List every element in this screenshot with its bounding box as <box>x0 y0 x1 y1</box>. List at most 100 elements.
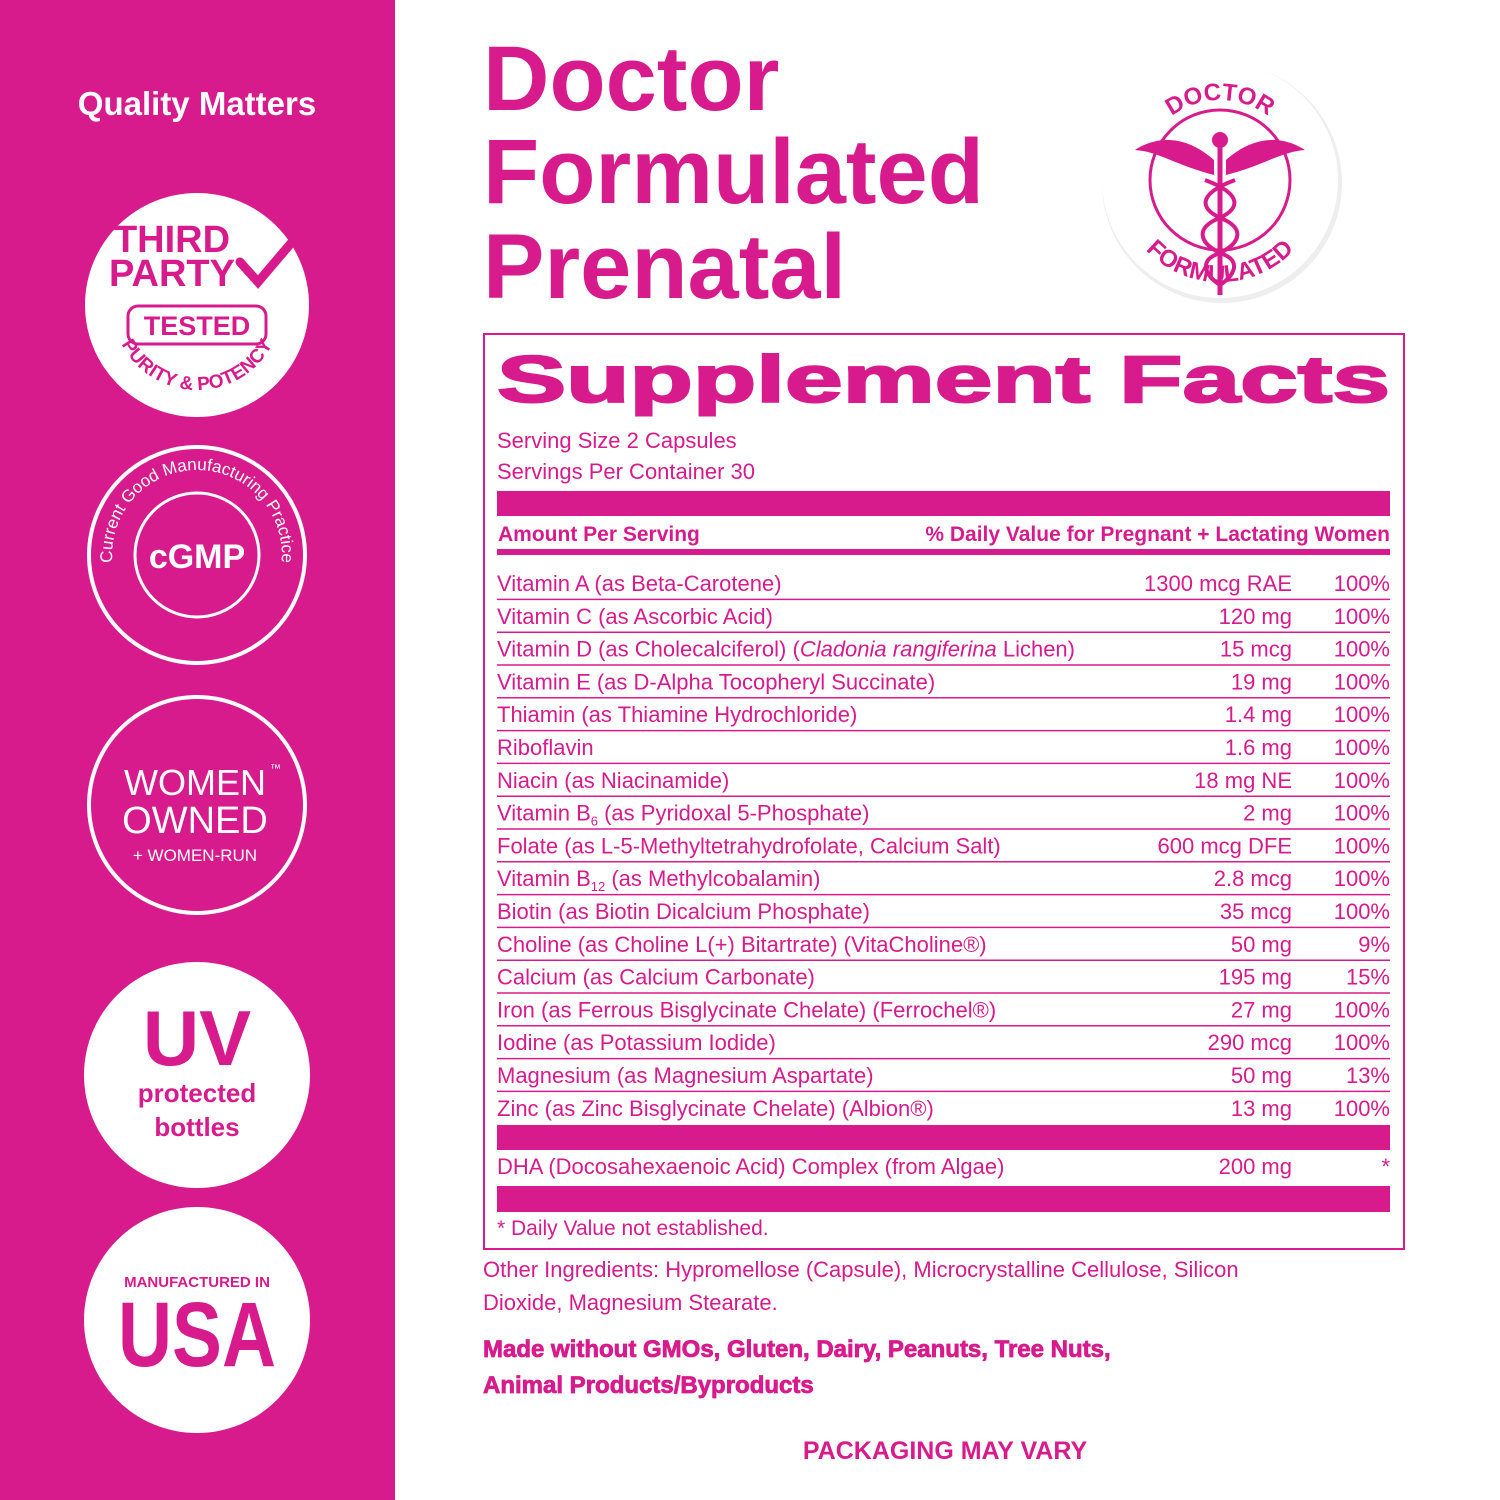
name-part: Thiamin (as Thiamine Hydrochloride) <box>497 702 857 727</box>
usa-badge: MANUFACTURED IN USA <box>84 1207 310 1433</box>
badge-text: + WOMEN-RUN <box>133 846 257 865</box>
name-part: Niacin (as Niacinamide) <box>497 768 729 793</box>
facts-title: Supplement Facts <box>497 342 1390 416</box>
column-header: Amount Per Serving <box>498 523 700 546</box>
ingredient-name: Vitamin B6 (as Pyridoxal 5-Phosphate) <box>497 801 869 829</box>
product-title: Doctor <box>483 28 779 130</box>
name-part: Riboflavin <box>497 735 594 760</box>
name-part: Cladonia rangiferina <box>800 637 997 662</box>
name-part: Folate (as L-5-Methyltetrahydrofolate, C… <box>497 833 1001 858</box>
name-part: Iron (as Ferrous Bisglycinate Chelate) (… <box>497 997 996 1022</box>
badge-text: cGMP <box>149 538 245 576</box>
amount: 120 mg <box>1219 604 1292 629</box>
women-owned-badge: WOMEN ™ OWNED + WOMEN-RUN <box>87 695 307 915</box>
daily-value: 100% <box>1334 866 1390 891</box>
badge-text: TESTED <box>144 311 251 341</box>
made-without: Animal Products/Byproducts <box>483 1372 814 1399</box>
amount: 290 mcg <box>1208 1030 1292 1055</box>
serving-size: Serving Size 2 Capsules <box>497 428 737 453</box>
ingredient-name: Biotin (as Biotin Dicalcium Phosphate) <box>497 899 870 924</box>
other-ingredients: Other Ingredients: Hypromellose (Capsule… <box>483 1257 1239 1282</box>
servings-per-container: Servings Per Container 30 <box>497 459 755 484</box>
divider-bar <box>497 1125 1390 1150</box>
uv-badge: UV protected bottles <box>84 962 310 1188</box>
divider-bar <box>497 549 1390 555</box>
name-part: Vitamin A (as Beta-Carotene) <box>497 571 782 596</box>
amount: 1.4 mg <box>1225 702 1292 727</box>
daily-value: 13% <box>1346 1063 1390 1088</box>
daily-value: 100% <box>1334 669 1390 694</box>
badge-text: USA <box>118 1284 276 1386</box>
name-part: Lichen) <box>997 637 1075 662</box>
daily-value: 100% <box>1334 571 1390 596</box>
amount: 2.8 mcg <box>1214 866 1292 891</box>
badge-text: MANUFACTURED IN <box>124 1274 270 1291</box>
amount: 18 mg NE <box>1194 768 1292 793</box>
daily-value: 100% <box>1334 833 1390 858</box>
daily-value: * <box>1381 1154 1390 1179</box>
doctor-seal: DOCTOR FORMULATED <box>1102 62 1342 303</box>
divider-bar <box>497 491 1390 516</box>
name-part: (as Pyridoxal 5-Phosphate) <box>598 801 869 826</box>
badge-text: bottles <box>154 1112 239 1142</box>
daily-value: 9% <box>1358 932 1390 957</box>
ingredient-name: Vitamin D (as Cholecalciferol) (Cladonia… <box>497 637 1075 662</box>
daily-value: 100% <box>1334 702 1390 727</box>
name-part: 12 <box>591 879 605 894</box>
daily-value: 15% <box>1346 965 1390 990</box>
name-part: Iodine (as Potassium Iodide) <box>497 1030 776 1055</box>
product-title: Prenatal <box>483 216 846 318</box>
badge-text: WOMEN <box>124 762 266 803</box>
name-part: Vitamin D (as Cholecalciferol) ( <box>497 637 800 662</box>
amount: 200 mg <box>1219 1154 1292 1179</box>
product-title: Formulated <box>483 121 984 223</box>
name-part: 6 <box>591 814 598 829</box>
daily-value: 100% <box>1334 1030 1390 1055</box>
daily-value: 100% <box>1334 735 1390 760</box>
amount: 195 mg <box>1219 965 1292 990</box>
daily-value: 100% <box>1334 604 1390 629</box>
amount: 1300 mcg RAE <box>1144 571 1292 596</box>
badge-text: PARTY <box>109 253 235 295</box>
badge-text: THIRD <box>114 219 230 261</box>
amount: 27 mg <box>1231 997 1292 1022</box>
name-part: (as Methylcobalamin) <box>605 866 820 891</box>
ingredient-name: DHA (Docosahexaenoic Acid) Complex (from… <box>497 1154 1004 1179</box>
daily-value: 100% <box>1334 637 1390 662</box>
name-part: Choline (as Choline L(+) Bitartrate) (Vi… <box>497 932 987 957</box>
amount: 1.6 mg <box>1225 735 1292 760</box>
ingredient-name: Iodine (as Potassium Iodide) <box>497 1030 776 1055</box>
name-part: Biotin (as Biotin Dicalcium Phosphate) <box>497 899 870 924</box>
ingredient-name: Choline (as Choline L(+) Bitartrate) (Vi… <box>497 932 987 957</box>
amount: 13 mg <box>1231 1096 1292 1121</box>
ingredient-name: Zinc (as Zinc Bisglycinate Chelate) (Alb… <box>497 1096 934 1121</box>
name-part: Calcium (as Calcium Carbonate) <box>497 965 815 990</box>
daily-value: 100% <box>1334 801 1390 826</box>
ingredient-name: Magnesium (as Magnesium Aspartate) <box>497 1063 874 1088</box>
badge-text: UV <box>143 994 251 1082</box>
ingredient-name: Riboflavin <box>497 735 594 760</box>
ingredient-name: Vitamin C (as Ascorbic Acid) <box>497 604 773 629</box>
name-part: DHA (Docosahexaenoic Acid) Complex (from… <box>497 1154 1004 1179</box>
amount: 600 mcg DFE <box>1158 833 1293 858</box>
ingredient-name: Niacin (as Niacinamide) <box>497 768 729 793</box>
footnote: * Daily Value not established. <box>497 1217 769 1240</box>
ingredient-name: Folate (as L-5-Methyltetrahydrofolate, C… <box>497 833 1001 858</box>
name-part: Vitamin C (as Ascorbic Acid) <box>497 604 773 629</box>
name-part: Vitamin B <box>497 801 591 826</box>
badge-text: protected <box>138 1078 256 1108</box>
badge-text: OWNED <box>122 800 268 842</box>
divider-bar <box>497 1186 1390 1212</box>
daily-value: 100% <box>1334 1096 1390 1121</box>
name-part: Vitamin B <box>497 866 591 891</box>
daily-value: 100% <box>1334 997 1390 1022</box>
facts-box <box>483 333 1405 1250</box>
third-party-badge: THIRD PARTY TESTED PURITY & POTENCY <box>85 193 320 417</box>
amount: 19 mg <box>1231 669 1292 694</box>
name-part: Zinc (as Zinc Bisglycinate Chelate) (Alb… <box>497 1096 934 1121</box>
ingredient-name: Vitamin E (as D-Alpha Tocopheryl Succina… <box>497 669 935 694</box>
packaging-note: PACKAGING MAY VARY <box>803 1437 1088 1465</box>
name-part: Vitamin E (as D-Alpha Tocopheryl Succina… <box>497 669 935 694</box>
